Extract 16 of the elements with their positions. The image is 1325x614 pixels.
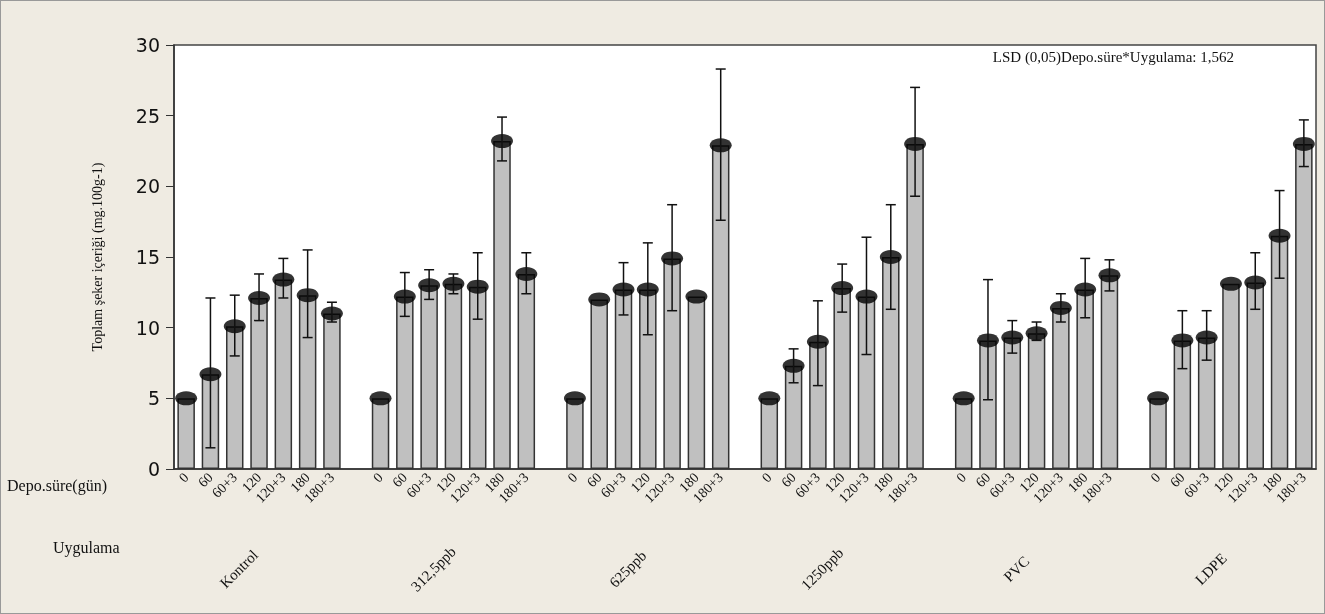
y-tick-label: 20 (135, 175, 160, 198)
y-tick-label: 30 (135, 34, 160, 56)
x-tick-label: 0 (1147, 469, 1164, 486)
x-axis-title: Depo.süre(gün) (7, 476, 107, 495)
y-tick-label: 5 (147, 387, 160, 410)
y-tick-label: 10 (135, 316, 160, 339)
x-tick-label: 0 (564, 469, 581, 486)
x-tick-label: 0 (370, 469, 386, 486)
y-tick-label: 15 (135, 246, 160, 268)
annotation: LSD (0,05)Depo.süre*Uygulama: 1,562 (992, 48, 1235, 66)
y-tick-label: 25 (135, 104, 160, 127)
x-tick-label: 0 (759, 469, 775, 486)
x-tick-label: 0 (175, 469, 192, 486)
y-axis-title: Toplam şeker içeriği (mg.100g-1) (89, 162, 106, 352)
text: Uygulama (53, 538, 120, 557)
x-tick-label: 0 (953, 469, 969, 486)
